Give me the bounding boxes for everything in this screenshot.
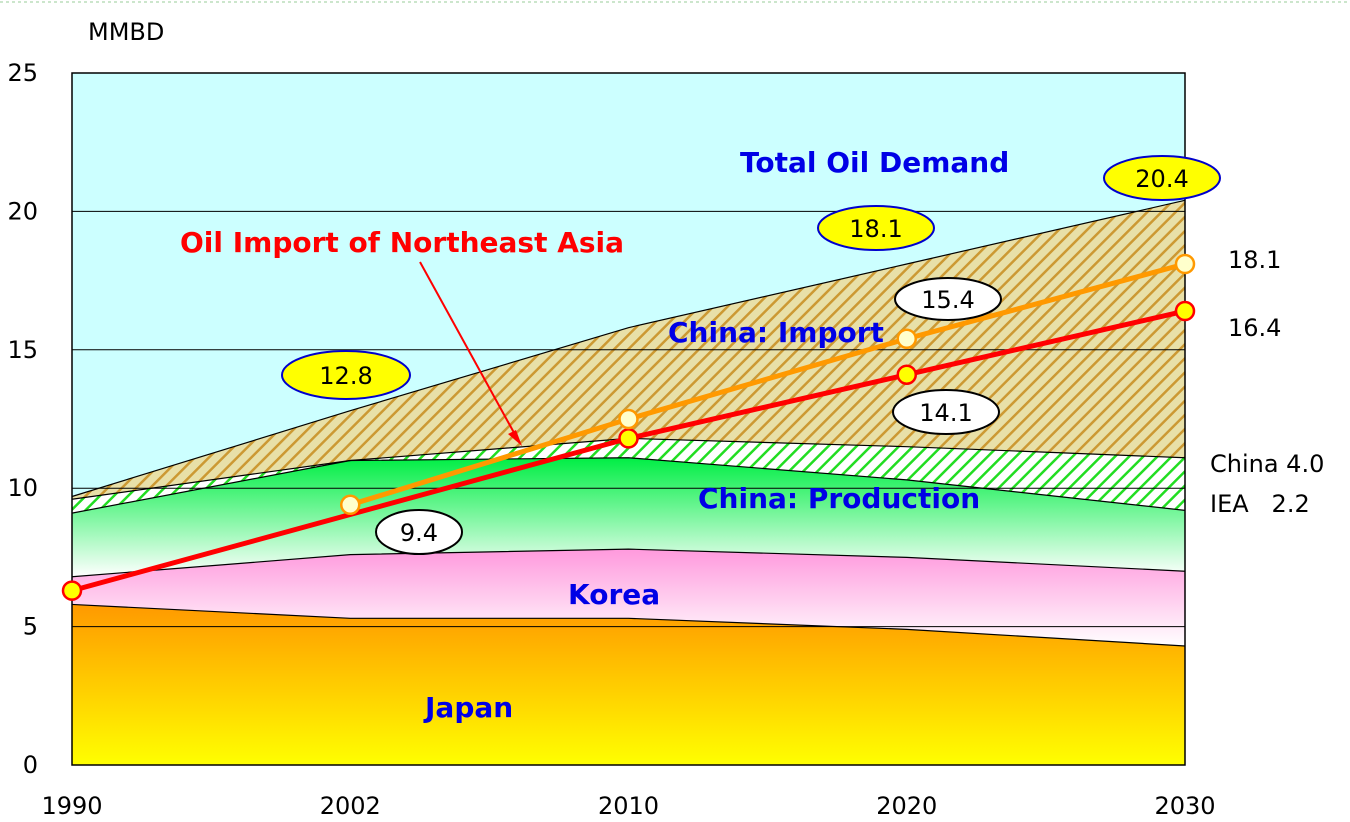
korea-area: [72, 549, 1185, 646]
annotation-arrowhead: [508, 430, 522, 446]
series-point-0: [61, 580, 83, 601]
x-tick-label: 2010: [598, 792, 659, 820]
side-label-orange-end: 18.1: [1228, 246, 1281, 274]
china-production-gap-area: [72, 438, 1185, 514]
value-callout-text: 12.8: [319, 362, 372, 390]
series-point-1: [340, 494, 361, 516]
value-callout-text: 14.1: [919, 399, 972, 427]
value-callout-bubble: [281, 350, 411, 400]
value-callout-bubble: [1103, 155, 1221, 201]
side-label-iea: IEA 2.2: [1210, 490, 1310, 518]
value-callout-bubble: [817, 205, 935, 251]
side-label-china: China 4.0: [1210, 450, 1324, 478]
japan-label: Japan: [423, 691, 513, 724]
y-tick-label: 15: [7, 336, 38, 364]
value-callout-text: 20.4: [1135, 165, 1188, 193]
japan-area: [72, 604, 1185, 765]
y-tick-label: 25: [7, 59, 38, 87]
side-label-red-end: 16.4: [1228, 314, 1281, 342]
korea-label: Korea: [568, 578, 660, 611]
boundary-japan: [71, 603, 1186, 647]
series-point-1: [896, 328, 917, 349]
x-tick-label: 1990: [41, 792, 102, 820]
value-callout-bubble: [894, 277, 1002, 321]
y-tick-label: 0: [23, 751, 38, 779]
x-tick-label: 2030: [1154, 792, 1215, 820]
plot-frame: [71, 72, 1186, 766]
x-tick-label: 2020: [876, 792, 937, 820]
value-callout-text: 9.4: [400, 519, 438, 547]
boundary-korea-top: [71, 548, 1186, 578]
boundary-china-production-iea-top: [71, 457, 1186, 514]
x-tick-label: 2002: [320, 792, 381, 820]
value-callout-text: 18.1: [849, 215, 902, 243]
value-callout-text: 15.4: [921, 286, 974, 314]
series-point-1: [1174, 253, 1196, 275]
annotation-arrow: [419, 261, 519, 441]
y-tick-label: 20: [7, 197, 38, 225]
series-point-1: [618, 408, 639, 430]
total-oil-demand-label: Total Oil Demand: [740, 146, 1009, 179]
series-point-0: [896, 364, 917, 385]
series-line-1: [349, 261, 1186, 508]
y-axis-unit-label: MMBD: [88, 18, 164, 46]
series-point-0: [1174, 300, 1196, 322]
y-tick-label: 10: [7, 474, 38, 502]
boundary-total-oil-demand: [71, 199, 1186, 498]
oil-import-title-label: Oil Import of Northeast Asia: [180, 226, 624, 259]
china-production-label: China: Production: [698, 482, 980, 515]
china-import-label: China: Import: [668, 316, 884, 349]
value-callout-bubble: [892, 389, 1000, 435]
value-callout-bubble: [375, 509, 463, 555]
y-tick-label: 5: [23, 613, 38, 641]
china-production-area: [72, 457, 1185, 577]
series-point-0: [618, 428, 639, 449]
